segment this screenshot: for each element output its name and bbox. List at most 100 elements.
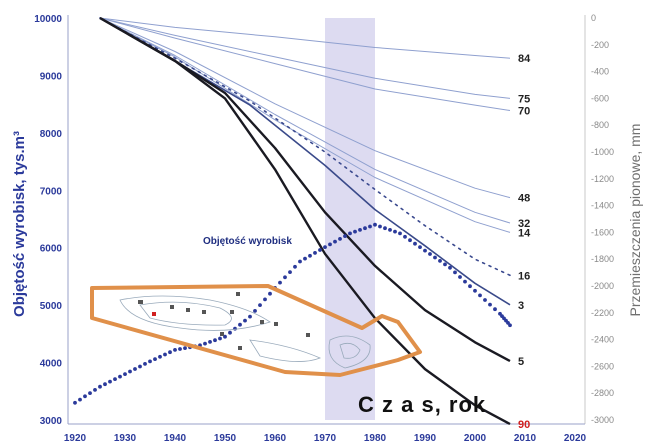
volume-point xyxy=(83,394,87,399)
volume-point xyxy=(418,245,422,250)
volume-point xyxy=(343,234,347,239)
left-tick-labels: 3000 4000 5000 6000 7000 8000 9000 10000 xyxy=(34,14,62,427)
volume-point xyxy=(368,224,372,229)
volume-point xyxy=(243,318,247,323)
y-right-tick-label: -1200 xyxy=(591,174,614,184)
volume-point xyxy=(413,241,417,246)
subsidence-line-16 xyxy=(99,17,511,277)
volume-point xyxy=(73,400,77,405)
y-right-tick-label: 0 xyxy=(591,13,596,23)
y-left-tick-label: 3000 xyxy=(40,416,63,427)
volume-point xyxy=(183,346,187,350)
volume-point xyxy=(158,354,162,359)
y-right-tick-label: -2600 xyxy=(591,361,614,371)
volume-point xyxy=(403,234,407,239)
series-end-label-75: 75 xyxy=(518,93,530,105)
volume-point xyxy=(488,302,492,307)
volume-point xyxy=(423,248,427,253)
inset-map-contour xyxy=(249,339,322,362)
volume-point xyxy=(123,372,127,376)
volume-point xyxy=(313,251,317,255)
volume-point xyxy=(373,222,377,227)
volume-point xyxy=(298,259,302,264)
volume-point xyxy=(288,270,292,274)
subsidence-line-32 xyxy=(99,17,511,224)
volume-point xyxy=(118,374,122,379)
y-right-tick-label: -2800 xyxy=(591,388,614,398)
x-tick-labels: 1920 1930 1940 1950 1960 1970 1980 1990 2000 2010… xyxy=(64,433,587,444)
inset-map-contour xyxy=(328,335,371,369)
volume-series-annotation: Objętość wyrobisk xyxy=(203,236,292,247)
y-left-title: Objętość wyrobisk, tys.m³ xyxy=(11,131,28,317)
volume-point xyxy=(353,229,357,234)
volume-point xyxy=(268,291,272,296)
volume-point xyxy=(378,224,382,229)
y-right-tick-label: -600 xyxy=(591,93,609,103)
series-end-label-16: 16 xyxy=(518,270,530,282)
x-tick-label: 1930 xyxy=(114,433,137,444)
series-end-label-3: 3 xyxy=(518,300,524,312)
y-right-tick-label: -400 xyxy=(591,67,609,77)
volume-point xyxy=(308,253,312,258)
volume-point xyxy=(98,384,102,389)
volume-point xyxy=(388,228,392,232)
volume-point xyxy=(108,379,112,384)
volume-point xyxy=(468,284,472,289)
volume-point xyxy=(363,226,367,231)
y-left-tick-label: 8000 xyxy=(40,129,63,140)
volume-point xyxy=(213,338,217,343)
inset-map-markers xyxy=(138,292,310,350)
x-title: C z a s, rok xyxy=(358,392,486,417)
volume-point xyxy=(103,382,107,387)
volume-point xyxy=(318,248,322,252)
y-right-tick-label: -200 xyxy=(591,40,609,50)
inset-map-contour xyxy=(139,301,232,326)
volume-point xyxy=(448,265,452,270)
volume-point xyxy=(508,323,512,328)
inset-map xyxy=(90,284,422,377)
volume-point xyxy=(258,303,262,307)
series-end-label-48: 48 xyxy=(518,193,530,205)
inset-map-contour xyxy=(119,295,271,331)
series-end-label-84: 84 xyxy=(518,53,531,65)
x-tick-label: 1950 xyxy=(214,433,237,444)
y-right-tick-label: -1400 xyxy=(591,201,614,211)
volume-point xyxy=(283,275,287,280)
volume-point xyxy=(88,391,92,395)
subsidence-line-84 xyxy=(99,17,511,59)
y-right-tick-label: -2000 xyxy=(591,281,614,291)
series-end-label-5: 5 xyxy=(518,356,524,368)
inset-map-contour xyxy=(339,342,361,359)
volume-point xyxy=(153,357,157,361)
x-tick-label: 1980 xyxy=(364,433,387,444)
volume-point xyxy=(163,352,167,357)
volume-point xyxy=(458,275,462,279)
volume-point xyxy=(493,307,497,312)
volume-point xyxy=(78,397,82,402)
volume-point xyxy=(178,347,182,351)
volume-point xyxy=(113,377,117,381)
x-tick-label: 1920 xyxy=(64,433,87,444)
volume-point xyxy=(218,336,222,341)
x-tick-label: 2010 xyxy=(514,433,537,444)
y-right-tick-label: -1800 xyxy=(591,254,614,264)
y-left-tick-label: 10000 xyxy=(34,14,62,25)
y-left-tick-label: 4000 xyxy=(40,359,63,370)
series-end-label-14: 14 xyxy=(518,227,531,239)
volume-point xyxy=(483,298,487,302)
volume-point xyxy=(393,229,397,234)
volume-point xyxy=(428,252,432,256)
volume-point xyxy=(278,280,282,285)
volume-point xyxy=(443,262,447,267)
series-end-label-70: 70 xyxy=(518,105,530,117)
right-tick-labels: 0 -200 -400 -600 -800 -1000 -1200 -1400 -1600 -18… xyxy=(591,13,614,425)
volume-point xyxy=(398,231,402,236)
volume-point xyxy=(238,322,242,327)
y-left-tick-label: 6000 xyxy=(40,244,63,255)
volume-point xyxy=(203,341,207,346)
y-right-tick-label: -2400 xyxy=(591,335,614,345)
highlight-band-1970-1980 xyxy=(325,18,375,420)
subsidence-line-90 xyxy=(99,16,511,426)
volume-point xyxy=(323,245,327,250)
